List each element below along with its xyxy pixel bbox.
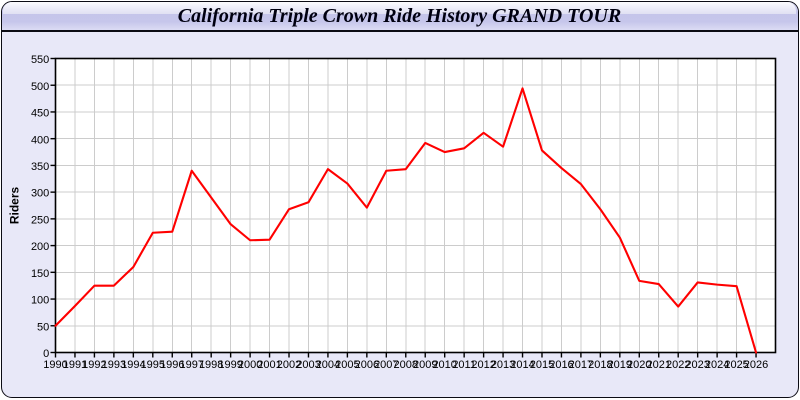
svg-text:1995: 1995: [141, 359, 165, 371]
svg-text:1999: 1999: [218, 359, 242, 371]
svg-text:0: 0: [43, 348, 49, 360]
svg-text:2020: 2020: [627, 359, 651, 371]
svg-text:2026: 2026: [744, 359, 768, 371]
svg-text:Riders: Riders: [8, 187, 22, 225]
svg-text:150: 150: [31, 268, 49, 280]
svg-text:550: 550: [31, 54, 49, 66]
svg-text:2012: 2012: [471, 359, 495, 371]
svg-text:2016: 2016: [549, 359, 573, 371]
svg-text:2009: 2009: [413, 359, 437, 371]
svg-text:1997: 1997: [179, 359, 203, 371]
svg-text:2021: 2021: [646, 359, 670, 371]
svg-text:300: 300: [31, 188, 49, 200]
svg-text:2004: 2004: [316, 359, 340, 371]
svg-text:2000: 2000: [238, 359, 262, 371]
svg-text:400: 400: [31, 134, 49, 146]
svg-text:2015: 2015: [530, 359, 554, 371]
svg-text:2006: 2006: [355, 359, 379, 371]
svg-text:2003: 2003: [296, 359, 320, 371]
svg-text:2018: 2018: [588, 359, 612, 371]
svg-text:1994: 1994: [121, 359, 145, 371]
svg-text:2005: 2005: [335, 359, 359, 371]
svg-text:2025: 2025: [724, 359, 748, 371]
svg-text:2019: 2019: [608, 359, 632, 371]
svg-text:1998: 1998: [199, 359, 223, 371]
svg-text:2022: 2022: [666, 359, 690, 371]
svg-text:350: 350: [31, 161, 49, 173]
svg-text:2001: 2001: [257, 359, 281, 371]
svg-text:1992: 1992: [82, 359, 106, 371]
svg-text:1996: 1996: [160, 359, 184, 371]
svg-text:2023: 2023: [685, 359, 709, 371]
svg-text:2014: 2014: [510, 359, 534, 371]
svg-text:2002: 2002: [277, 359, 301, 371]
svg-text:450: 450: [31, 108, 49, 120]
svg-text:2010: 2010: [432, 359, 456, 371]
svg-text:2011: 2011: [452, 359, 476, 371]
svg-text:100: 100: [31, 295, 49, 307]
svg-text:2008: 2008: [394, 359, 418, 371]
svg-text:250: 250: [31, 214, 49, 226]
svg-text:1990: 1990: [43, 359, 67, 371]
svg-text:2013: 2013: [491, 359, 515, 371]
svg-text:2024: 2024: [705, 359, 729, 371]
svg-text:2007: 2007: [374, 359, 398, 371]
svg-text:2017: 2017: [569, 359, 593, 371]
svg-text:200: 200: [31, 241, 49, 253]
svg-text:1993: 1993: [102, 359, 126, 371]
svg-text:1991: 1991: [63, 359, 87, 371]
svg-text:50: 50: [37, 321, 49, 333]
svg-text:500: 500: [31, 81, 49, 93]
